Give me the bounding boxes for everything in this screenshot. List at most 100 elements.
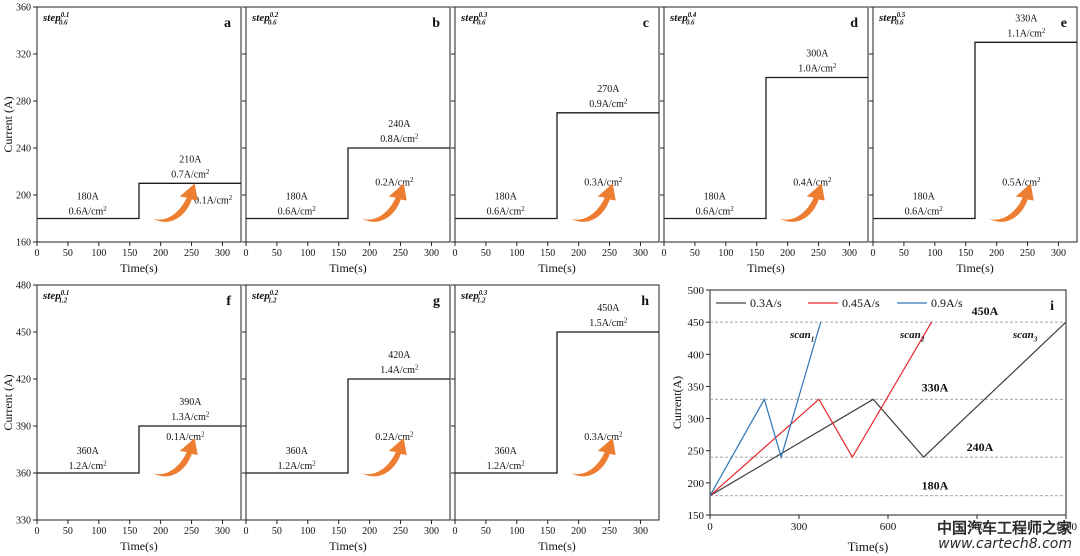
- before-density-label: 1.2A/cm2: [69, 460, 108, 473]
- x-tick-label: 150: [331, 248, 346, 259]
- after-density-label: 0.8A/cm2: [380, 133, 419, 146]
- trend-arrow-icon: [152, 183, 198, 222]
- after-density-label: 1.3A/cm2: [171, 411, 210, 424]
- after-density-label: 0.9A/cm2: [589, 97, 628, 110]
- reference-label: 240A: [967, 440, 994, 454]
- after-current-label: 450A: [597, 303, 620, 314]
- y-tick-label: 450: [688, 317, 705, 329]
- step-label: step0.1 0.6: [42, 12, 69, 27]
- x-tick-label: 100: [718, 248, 733, 259]
- y-tick-label: 360: [16, 469, 31, 480]
- trend-arrow-icon: [570, 183, 616, 222]
- x-tick-label: 100: [927, 248, 942, 259]
- step-label: step0.2 0.6: [251, 12, 279, 27]
- before-current-label: 180A: [495, 192, 518, 203]
- y-tick-label: 350: [688, 381, 705, 393]
- y-tick-label: 160: [16, 238, 31, 249]
- after-current-label: 390A: [179, 397, 202, 408]
- x-tick-label: 200: [571, 248, 586, 259]
- panel-label: e: [1061, 16, 1067, 31]
- y-tick-label: 500: [688, 285, 705, 297]
- increment-label: 0.3A/cm2: [584, 176, 623, 189]
- after-current-label: 210A: [179, 154, 202, 165]
- y-axis-label: Current(A): [670, 376, 684, 429]
- x-tick-label: 600: [880, 521, 897, 533]
- x-tick-label: 200: [571, 526, 586, 537]
- panel-b: 0 50 100 150 200 250 300 Time(s) step0.2 0.6 b 180A…: [242, 6, 451, 275]
- y-tick-label: 240: [16, 144, 31, 155]
- x-tick-label: 250: [1020, 248, 1035, 259]
- x-tick-label: 100: [300, 248, 315, 259]
- after-density-label: 1.1A/cm2: [1007, 27, 1046, 40]
- x-tick-label: 300: [424, 526, 439, 537]
- x-tick-label: 200: [362, 248, 377, 259]
- plot-frame: [245, 284, 451, 521]
- x-tick-label: 900: [969, 521, 986, 533]
- x-tick-label: 50: [481, 526, 491, 537]
- reference-label: 180A: [922, 479, 949, 493]
- y-tick-label: 360: [16, 3, 31, 14]
- x-tick-label: 150: [958, 248, 973, 259]
- scan-label: scan3: [1012, 329, 1038, 343]
- x-tick-label: 250: [602, 248, 617, 259]
- x-axis-label: Time(s): [329, 539, 367, 553]
- x-tick-label: 100: [91, 526, 106, 537]
- y-axis-label: Current (A): [1, 96, 15, 152]
- series-line: [664, 76, 868, 220]
- x-axis-label: Time(s): [538, 539, 576, 553]
- increment-label: 0.2A/cm2: [375, 176, 414, 189]
- x-tick-label: 200: [153, 248, 168, 259]
- x-tick-label: 250: [393, 526, 408, 537]
- legend-label: 0.9A/s: [931, 296, 963, 310]
- x-tick-label: 300: [791, 521, 808, 533]
- x-tick-label: 50: [63, 526, 73, 537]
- plot-frame: [454, 6, 660, 243]
- step-label: step0.5 0.6: [878, 12, 906, 27]
- x-tick-label: 0: [35, 248, 40, 259]
- before-density-label: 1.2A/cm2: [487, 460, 526, 473]
- x-tick-label: 150: [122, 526, 137, 537]
- x-tick-label: 100: [509, 526, 524, 537]
- panel-a: 0 50 100 150 200 250 300 160 200 240 280 320 360 Time…: [1, 3, 242, 275]
- panel-e: 0 50 100 150 200 250 300 Time(s) step0.5 0.6 e 180A…: [869, 6, 1078, 275]
- y-tick-label: 420: [16, 375, 31, 386]
- series-line: [709, 321, 822, 496]
- watermark: 中国汽车工程师之家 www.cartech8.com: [937, 520, 1072, 552]
- x-tick-label: 100: [91, 248, 106, 259]
- trend-arrow-icon: [361, 438, 407, 477]
- reference-label: 330A: [922, 380, 949, 394]
- x-tick-label: 50: [63, 248, 73, 259]
- before-density-label: 0.6A/cm2: [905, 205, 944, 218]
- increment-label: 0.2A/cm2: [375, 431, 414, 444]
- plot-frame: [36, 284, 242, 521]
- x-tick-label: 0: [35, 526, 40, 537]
- plot-frame: [245, 6, 451, 243]
- series-line: [37, 425, 241, 474]
- x-tick-label: 300: [424, 248, 439, 259]
- series-line: [37, 182, 241, 220]
- series-line: [709, 321, 933, 497]
- before-current-label: 360A: [77, 446, 100, 457]
- x-tick-label: 300: [215, 526, 230, 537]
- x-axis-label: Time(s): [956, 261, 994, 275]
- x-tick-label: 300: [1051, 248, 1066, 259]
- x-tick-label: 50: [690, 248, 700, 259]
- after-density-label: 1.5A/cm2: [589, 317, 628, 330]
- after-density-label: 1.0A/cm2: [798, 62, 837, 75]
- reference-label: 450A: [972, 304, 999, 318]
- y-tick-label: 250: [688, 446, 705, 458]
- plot-frame: [663, 6, 869, 243]
- scan-label: scan1: [789, 329, 814, 343]
- x-tick-label: 250: [393, 248, 408, 259]
- after-density-label: 0.7A/cm2: [171, 168, 210, 181]
- x-tick-label: 200: [780, 248, 795, 259]
- x-tick-label: 0: [453, 526, 458, 537]
- y-axis-label: Current (A): [1, 374, 15, 430]
- series-line: [873, 41, 1077, 220]
- x-tick-label: 50: [481, 248, 491, 259]
- panel-g: 0 50 100 150 200 250 300 Time(s) step0.2 1.2 g 360A…: [242, 284, 451, 553]
- panel-c: 0 50 100 150 200 250 300 Time(s) step0.3 0.6 c 180A…: [451, 6, 660, 275]
- panel-label: c: [643, 16, 649, 31]
- x-tick-label: 0: [871, 248, 876, 259]
- x-tick-label: 150: [540, 526, 555, 537]
